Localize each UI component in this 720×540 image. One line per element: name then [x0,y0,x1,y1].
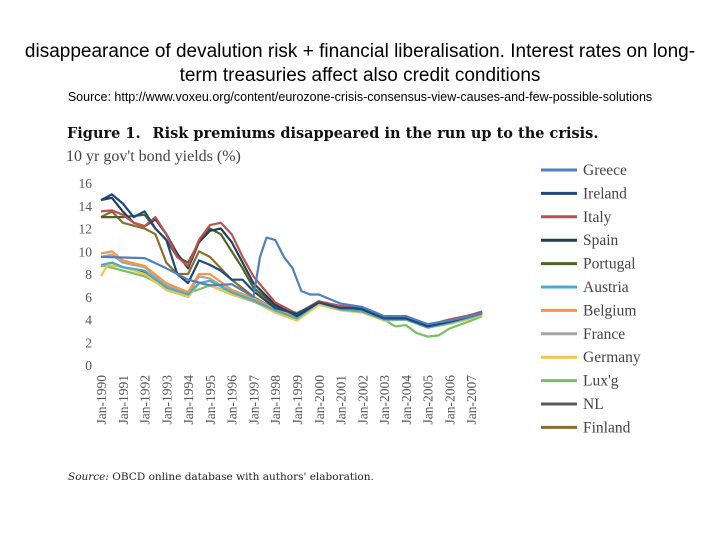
y-tick-label: 0 [85,358,92,373]
legend-label: Austria [583,279,629,296]
x-tick-label: Jan-2005 [421,375,436,425]
y-tick-label: 6 [85,290,92,305]
x-tick-label: Jan-2003 [377,375,392,425]
x-tick-label: Jan-1999 [290,375,305,425]
x-tick-label: Jan-2000 [312,375,327,425]
y-tick-label: 16 [79,176,93,191]
x-tick-label: Jan-1995 [203,375,218,425]
figure-source-text: OBCD online database with authors' elabo… [108,471,374,483]
legend-label: Ireland [583,185,627,202]
series-line [100,250,483,328]
x-tick-label: Jan-1994 [181,375,196,425]
x-tick-label: Jan-1998 [268,375,283,425]
figure-source: Source: OBCD online database with author… [68,471,374,483]
x-tick-label: Jan-2004 [399,375,414,425]
legend-label: Italy [583,209,612,226]
y-tick-label: 4 [85,313,92,328]
series-line [100,263,483,329]
legend: Greece Ireland Italy Spain Portugal Austria Be… [541,162,641,436]
y-tick-label: 12 [79,222,93,237]
x-axis-ticks: Jan-1990 Jan-1991 Jan-1992 Jan-1993 Jan-1994… [94,375,479,425]
legend-label: France [583,326,625,343]
figure-label: Figure 1. [67,125,141,142]
x-tick-label: Jan-1996 [225,375,240,425]
x-tick-label: Jan-2006 [442,375,457,425]
series-line [100,193,483,328]
x-tick-label: Jan-1992 [138,375,153,425]
y-tick-label: 2 [85,335,92,350]
y-tick-label: 10 [79,244,93,259]
y-tick-label: 14 [79,199,93,214]
x-tick-label: Jan-2001 [334,375,349,425]
series-lines [100,193,483,338]
slide-source: Source: http://www.voxeu.org/content/eur… [67,90,653,104]
x-tick-label: Jan-2007 [464,375,479,425]
legend-label: Finland [583,419,631,436]
x-tick-label: Jan-2002 [355,375,370,425]
legend-label: Germany [583,349,641,366]
x-tick-label: Jan-1993 [159,375,174,425]
series-line [100,210,483,328]
series-line [100,196,483,328]
legend-label: Belgium [583,302,636,319]
x-tick-label: Jan-1990 [94,375,109,425]
legend-label: Lux'g [583,373,619,390]
series-line [100,236,483,326]
legend-label: NL [583,396,604,413]
y-axis-label: 10 yr gov't bond yields (%) [66,148,241,165]
legend-label: Spain [583,232,619,249]
figure-title: Figure 1. Risk premiums disappeared in th… [67,125,610,142]
x-tick-label: Jan-1991 [116,375,131,425]
slide-headline: disappearance of devalution risk + finan… [24,41,696,86]
figure-title-text: Risk premiums disappeared in the run up … [152,125,599,142]
legend-label: Portugal [583,256,636,273]
y-tick-label: 8 [85,267,92,282]
x-tick-label: Jan-1997 [246,375,261,425]
y-axis-ticks: 0 2 4 6 8 10 12 14 16 [79,176,93,373]
legend-label: Greece [583,162,627,179]
figure-source-label: Source: [68,471,109,483]
